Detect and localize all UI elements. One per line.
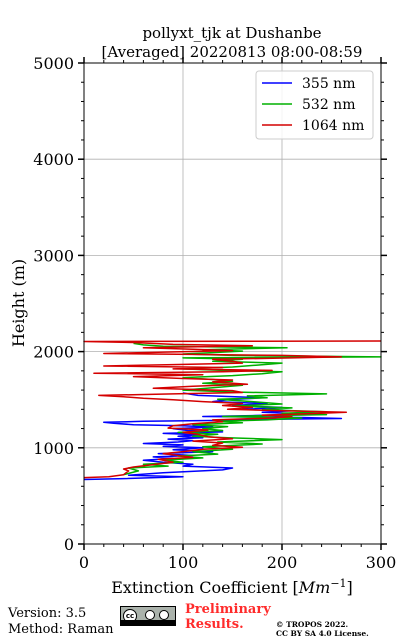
y-tick-label: 2000 (33, 343, 74, 362)
x-tick-label: 0 (79, 553, 89, 572)
y-axis-label: Height (m) (9, 259, 28, 347)
x-tick-label: 100 (168, 553, 199, 572)
x-axis-label-exponent: −1 (330, 577, 346, 590)
version-label: Version: 3.5 (8, 606, 87, 621)
preliminary-line-1: Preliminary (185, 602, 271, 617)
method-label: Method: Raman (8, 622, 114, 637)
legend-box (255, 70, 374, 140)
cc-sa-icon (159, 610, 169, 620)
x-tick-label: 300 (366, 553, 397, 572)
copyright-line-1: © TROPOS 2022. (276, 620, 349, 629)
legend-label-355nm: 355 nm (302, 76, 355, 92)
y-tick-label: 5000 (33, 54, 74, 73)
legend-label-1064nm: 1064 nm (302, 118, 364, 134)
legend-label-532nm: 532 nm (302, 97, 355, 113)
chart-title-line1: pollyxt_tjk at Dushanbe (142, 24, 321, 42)
x-tick-label: 200 (267, 553, 298, 572)
y-tick-label: 1000 (33, 439, 74, 458)
cc-by-icon (145, 610, 155, 620)
copyright-line-2: CC BY SA 4.0 License. (276, 629, 369, 638)
y-tick-label: 4000 (33, 150, 74, 169)
series-lines (83, 340, 382, 481)
copyright-notice: © TROPOS 2022. CC BY SA 4.0 License. (276, 620, 369, 638)
cc-badge-strip (121, 620, 175, 625)
chart-title-line2: [Averaged] 20220813 08:00-08:59 (102, 43, 363, 61)
footer-info: Version: 3.5 Method: Raman (8, 606, 114, 638)
cc-license-badge[interactable]: cc (120, 606, 176, 626)
series-line-1064nm (83, 340, 382, 479)
y-tick-label: 3000 (33, 246, 74, 265)
x-axis-label-unit: Mm (298, 578, 331, 597)
x-axis-label: Extinction Coefficient [Mm−1] (111, 577, 353, 597)
y-tick-label: 0 (64, 535, 74, 554)
x-axis-label-main: Extinction Coefficient [ (111, 578, 299, 597)
series-line-355nm (83, 392, 343, 481)
extinction-profile-chart: pollyxt_tjk at Dushanbe [Averaged] 20220… (9, 24, 396, 597)
preliminary-results-notice: Preliminary Results. (185, 602, 271, 632)
plot-frame (83, 62, 382, 545)
legend: 355 nm 532 nm 1064 nm (255, 70, 374, 140)
x-axis-label-close: ] (347, 578, 353, 597)
preliminary-line-2: Results. (185, 617, 244, 632)
